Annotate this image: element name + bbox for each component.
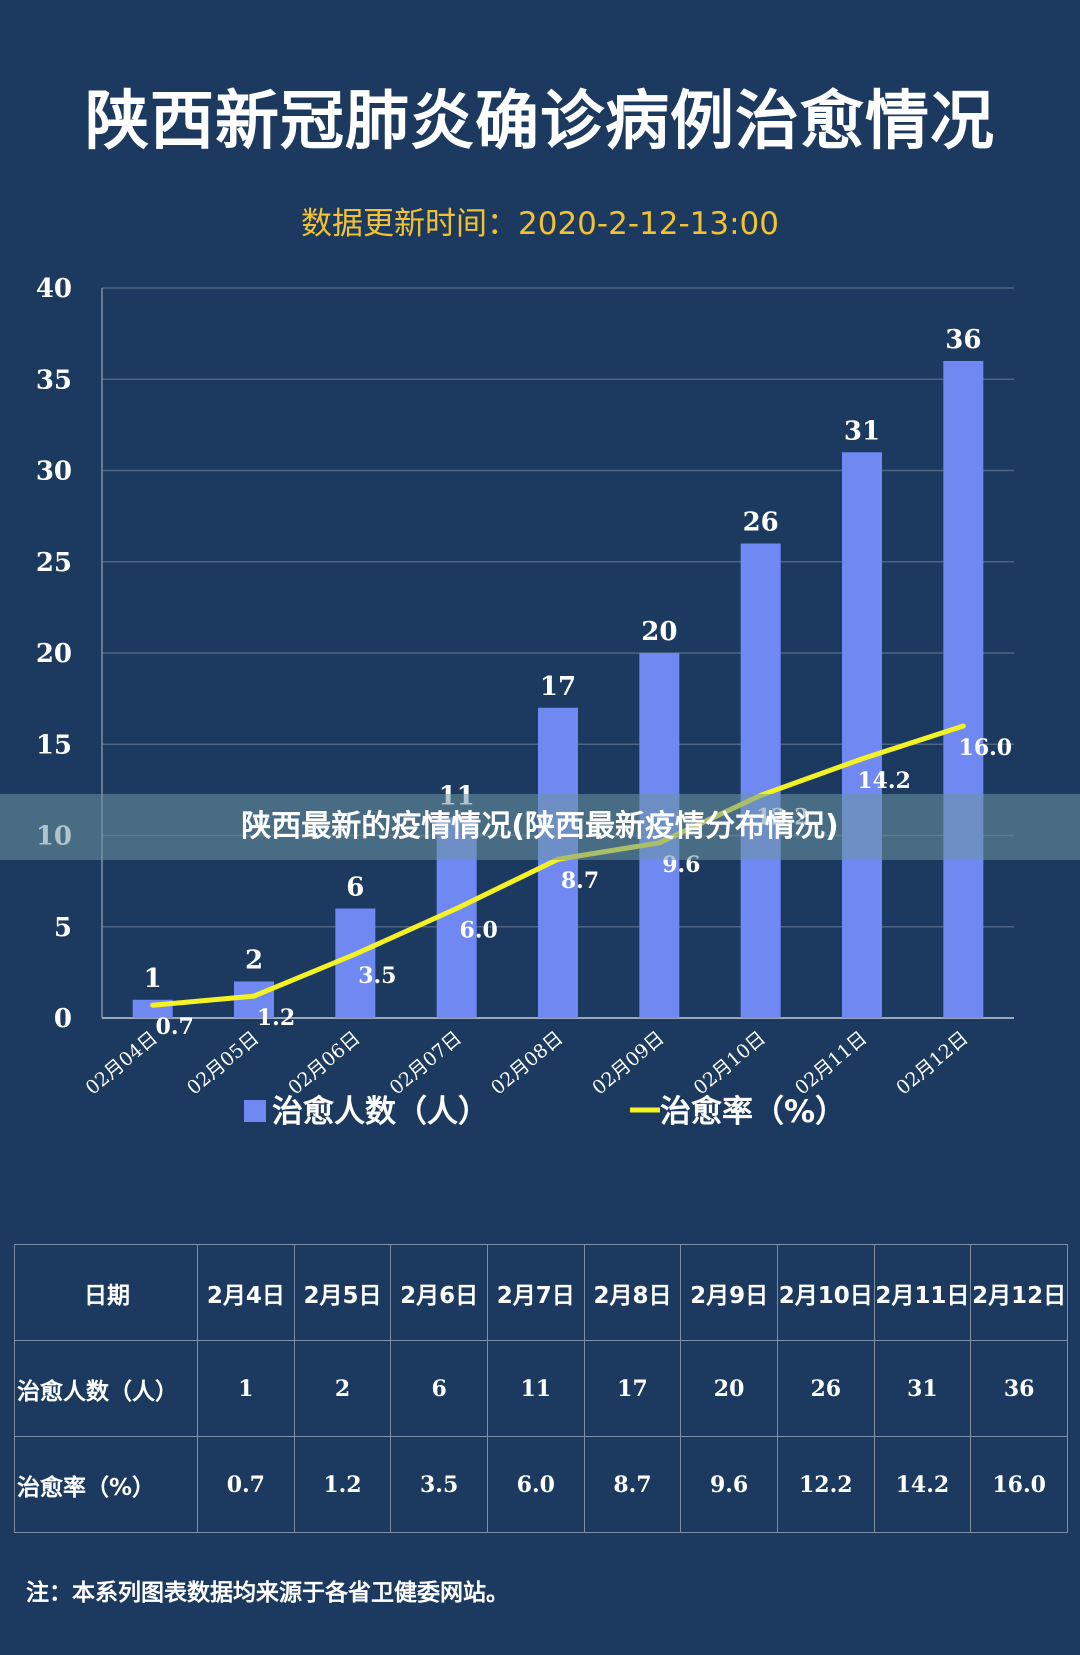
x-tick-label: 02月06日 [284, 1027, 364, 1099]
data-table: 日期 2月4日 2月5日 2月6日 2月7日 2月8日 2月9日 2月10日 2… [14, 1244, 1068, 1533]
table-cell: 16.0 [970, 1436, 1068, 1533]
x-tick-label: 02月08日 [487, 1027, 567, 1099]
bar-value-label: 6 [346, 873, 364, 903]
table-header-cell: 2月8日 [583, 1244, 682, 1341]
table-cell: 26 [776, 1340, 875, 1437]
y-tick-label: 0 [54, 1004, 72, 1034]
bar [842, 452, 882, 1018]
footnote: 注：本系列图表数据均来源于各省卫健委网站。 [26, 1580, 509, 1606]
y-tick-label: 25 [36, 548, 72, 578]
table-row-label: 治愈率（%） [14, 1436, 198, 1533]
combo-chart: 051015202530354012611172026313602月04日02月… [36, 274, 1014, 1130]
bar [740, 543, 781, 1018]
y-tick-label: 30 [36, 457, 72, 487]
table-header-cell: 2月5日 [293, 1244, 392, 1341]
line-value-label: 8.7 [561, 868, 599, 894]
x-tick-label: 02月04日 [82, 1027, 162, 1099]
overlay-banner: 陕西最新的疫情情况(陕西最新疫情分布情况) [0, 794, 1080, 860]
table-cell: 6 [390, 1340, 488, 1437]
y-tick-label: 20 [36, 639, 72, 669]
table-cell: 17 [583, 1340, 682, 1437]
legend-bar-label: 治愈人数（人） [272, 1094, 489, 1130]
bar-value-label: 36 [945, 325, 981, 355]
bar [538, 707, 578, 1018]
bar-value-label: 1 [144, 964, 162, 994]
y-tick-label: 35 [36, 365, 72, 395]
bar-value-label: 31 [844, 416, 880, 446]
update-time: 数据更新时间：2020-2-12-13:00 [301, 206, 779, 242]
chart-area: 051015202530354012611172026313602月04日02月… [0, 250, 1080, 1170]
y-tick-label: 15 [36, 730, 72, 760]
line-value-label: 16.0 [959, 735, 1013, 761]
legend-bar-swatch [244, 1100, 266, 1122]
x-tick-label: 02月12日 [892, 1027, 972, 1099]
table-header-cell: 日期 [14, 1244, 198, 1341]
x-tick-label: 02月05日 [183, 1027, 263, 1099]
table-cell: 11 [486, 1340, 585, 1437]
table-cell: 31 [873, 1340, 972, 1437]
line-value-label: 3.5 [358, 963, 396, 989]
table-header-cell: 2月12日 [970, 1244, 1068, 1341]
table-row-label: 治愈人数（人） [14, 1340, 198, 1437]
x-tick-label: 02月10日 [690, 1027, 770, 1099]
bar-value-label: 17 [540, 672, 576, 702]
table-cell: 14.2 [873, 1436, 972, 1533]
table-cell: 12.2 [776, 1436, 875, 1533]
y-tick-label: 5 [54, 913, 72, 943]
bar-value-label: 20 [641, 617, 677, 647]
bar-value-label: 2 [245, 946, 263, 976]
table-cell: 1.2 [293, 1436, 392, 1533]
x-tick-label: 02月07日 [386, 1027, 466, 1099]
table-cell: 1 [197, 1340, 295, 1437]
table-cell: 3.5 [390, 1436, 488, 1533]
line-value-label: 14.2 [857, 768, 911, 794]
line-value-label: 0.7 [156, 1014, 194, 1040]
table-header-cell: 2月6日 [390, 1244, 488, 1341]
bar [943, 361, 984, 1018]
line-value-label: 6.0 [460, 918, 498, 944]
table-header-cell: 2月9日 [680, 1244, 778, 1341]
table-cell: 6.0 [486, 1436, 585, 1533]
x-tick-label: 02月11日 [791, 1027, 871, 1099]
table-header-cell: 2月7日 [486, 1244, 585, 1341]
x-tick-label: 02月09日 [588, 1027, 668, 1099]
table-header-row: 日期 2月4日 2月5日 2月6日 2月7日 2月8日 2月9日 2月10日 2… [14, 1244, 1068, 1341]
table-cell: 0.7 [197, 1436, 295, 1533]
table-row: 治愈率（%） 0.7 1.2 3.5 6.0 8.7 9.6 12.2 14.2… [14, 1436, 1068, 1533]
table-row: 治愈人数（人） 1 2 6 11 17 20 26 31 36 [14, 1340, 1068, 1437]
table-cell: 20 [680, 1340, 778, 1437]
table-cell: 8.7 [583, 1436, 682, 1533]
bar-value-label: 26 [743, 508, 779, 538]
y-tick-label: 40 [36, 274, 72, 304]
table-cell: 9.6 [680, 1436, 778, 1533]
page-title: 陕西新冠肺炎确诊病例治愈情况 [85, 85, 995, 159]
table-header-cell: 2月11日 [873, 1244, 972, 1341]
table-header-cell: 2月4日 [197, 1244, 295, 1341]
bar [335, 908, 376, 1018]
line-value-label: 1.2 [257, 1005, 295, 1031]
table-header-cell: 2月10日 [776, 1244, 875, 1341]
table-cell: 36 [970, 1340, 1068, 1437]
table-cell: 2 [293, 1340, 392, 1437]
legend-line-label: 治愈率（%） [660, 1094, 846, 1130]
